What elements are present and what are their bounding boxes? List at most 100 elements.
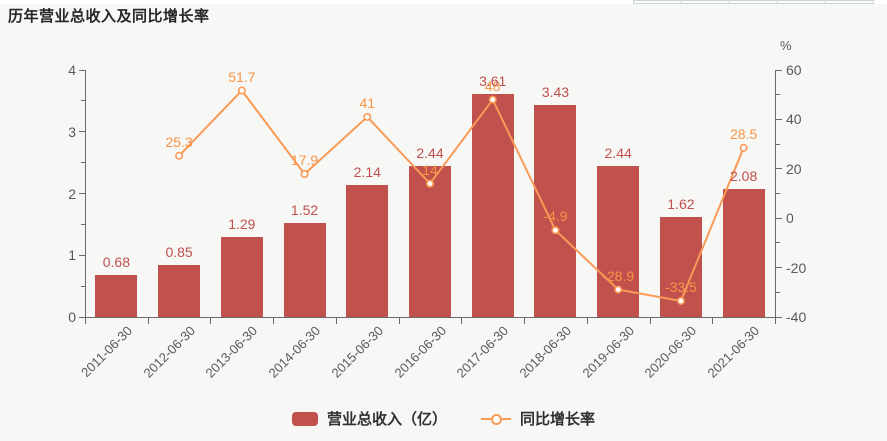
right-axis-tick — [776, 69, 782, 71]
x-axis-category-label: 2015-06-30 — [328, 323, 386, 381]
bar-data-label: 1.62 — [667, 195, 695, 212]
left-axis-tick-label: 3 — [68, 123, 76, 140]
right-axis-tick — [776, 316, 782, 318]
bar[interactable] — [409, 166, 451, 317]
left-axis-tick — [79, 69, 85, 71]
x-axis-category-label: 2020-06-30 — [641, 323, 700, 381]
bar-data-label: 1.29 — [228, 216, 256, 233]
bar[interactable] — [722, 188, 765, 317]
right-axis-tick-label: 20 — [786, 160, 802, 177]
bar-data-label: 2.14 — [353, 163, 381, 180]
bar-data-label: 0.85 — [165, 243, 193, 260]
right-axis-minor-tick — [776, 193, 780, 194]
bar[interactable] — [471, 94, 514, 317]
x-axis-category-label: 2018-06-30 — [516, 323, 575, 381]
left-axis-minor-tick — [81, 162, 85, 164]
x-axis-tick — [524, 318, 526, 324]
line-point[interactable] — [237, 86, 246, 95]
x-axis-category-label: 2014-06-30 — [265, 323, 324, 381]
left-axis-tick-label: 1 — [68, 247, 76, 264]
line-data-label: -4.9 — [543, 208, 568, 225]
bar[interactable] — [659, 216, 702, 317]
bar-data-label: 1.52 — [290, 202, 319, 219]
line-point[interactable] — [739, 143, 748, 152]
line-data-label: 41 — [359, 94, 376, 111]
right-axis-tick — [776, 118, 782, 120]
left-axis-minor-tick — [81, 285, 85, 287]
right-axis-tick-label: 40 — [786, 111, 802, 128]
x-axis-tick — [210, 318, 212, 324]
bar-data-label: 2.44 — [604, 145, 632, 162]
right-axis-minor-tick — [776, 143, 780, 145]
line-point[interactable] — [175, 151, 184, 160]
left-axis-tick — [79, 254, 85, 256]
x-axis-category-label: 2012-06-30 — [140, 323, 198, 381]
right-axis-minor-tick — [776, 291, 780, 293]
left-axis-tick-label: 2 — [68, 185, 76, 202]
left-axis-minor-tick — [81, 100, 85, 102]
line-point[interactable] — [300, 169, 309, 178]
x-axis-tick — [586, 318, 588, 324]
x-axis-tick — [85, 318, 86, 324]
left-axis-line — [85, 70, 86, 317]
legend-label-revenue: 营业总收入（亿） — [326, 411, 447, 428]
left-axis-tick — [79, 131, 85, 133]
x-axis-tick — [147, 318, 149, 324]
bar[interactable] — [597, 166, 640, 317]
right-axis-tick — [776, 267, 782, 269]
x-axis-tick — [273, 318, 275, 324]
x-axis-category-label: 2021-06-30 — [704, 323, 763, 381]
line-data-label: -28.9 — [602, 267, 635, 284]
legend: 营业总收入（亿） 同比增长率 — [0, 408, 887, 429]
line-data-label: 14 — [422, 161, 438, 178]
right-axis-tick-label: -20 — [786, 259, 807, 276]
right-axis-tick — [776, 217, 782, 219]
right-axis-unit: % — [780, 38, 792, 53]
table-remnant-cell — [825, 0, 874, 4]
right-axis-line — [775, 70, 776, 317]
bar[interactable] — [220, 237, 263, 317]
bar[interactable] — [283, 223, 326, 317]
bar-data-label: 2.44 — [416, 145, 444, 162]
x-axis-category-label: 2019-06-30 — [579, 323, 637, 381]
table-remnant-strip — [0, 0, 887, 4]
x-axis-tick — [398, 318, 400, 324]
legend-item-revenue[interactable]: 营业总收入（亿） — [291, 408, 447, 429]
legend-item-growth[interactable]: 同比增长率 — [481, 408, 595, 429]
line-data-label: 51.7 — [228, 68, 256, 85]
bar[interactable] — [95, 275, 138, 317]
bar-data-label: 3.61 — [479, 73, 507, 90]
x-axis-tick — [712, 318, 714, 324]
right-axis-minor-tick — [776, 94, 780, 96]
line-data-label: 48 — [484, 77, 501, 94]
legend-label-growth: 同比增长率 — [520, 411, 596, 428]
right-axis-tick — [776, 168, 782, 170]
x-axis-category-label: 2011-06-30 — [78, 323, 135, 380]
line-series-marker — [481, 412, 511, 426]
x-axis-tick — [461, 318, 463, 324]
right-axis-tick-label: -40 — [786, 309, 807, 325]
left-axis-tick — [79, 316, 85, 318]
x-axis-category-label: 2013-06-30 — [202, 323, 261, 381]
x-axis-tick — [335, 318, 337, 324]
x-axis-line — [85, 317, 776, 318]
bar[interactable] — [346, 184, 389, 317]
bar-data-label: 0.68 — [102, 254, 130, 270]
right-axis-minor-tick — [776, 242, 780, 244]
right-axis-tick-label: 0 — [786, 210, 794, 227]
bar-data-label: 2.08 — [730, 167, 758, 184]
x-axis-tick — [775, 318, 776, 324]
x-axis-tick — [649, 318, 651, 324]
left-axis-tick-label: 4 — [68, 62, 76, 78]
right-axis-tick-label: 60 — [786, 62, 802, 78]
bar[interactable] — [158, 264, 201, 317]
left-axis-tick-label: 0 — [68, 309, 76, 325]
chart-title: 历年营业总收入及同比增长率 — [8, 8, 210, 25]
line-data-label: 17.9 — [290, 151, 319, 168]
left-axis-minor-tick — [81, 223, 85, 225]
line-data-label: -33.5 — [664, 278, 697, 295]
line-point[interactable] — [363, 112, 372, 121]
x-axis-category-label: 2016-06-30 — [390, 323, 449, 381]
